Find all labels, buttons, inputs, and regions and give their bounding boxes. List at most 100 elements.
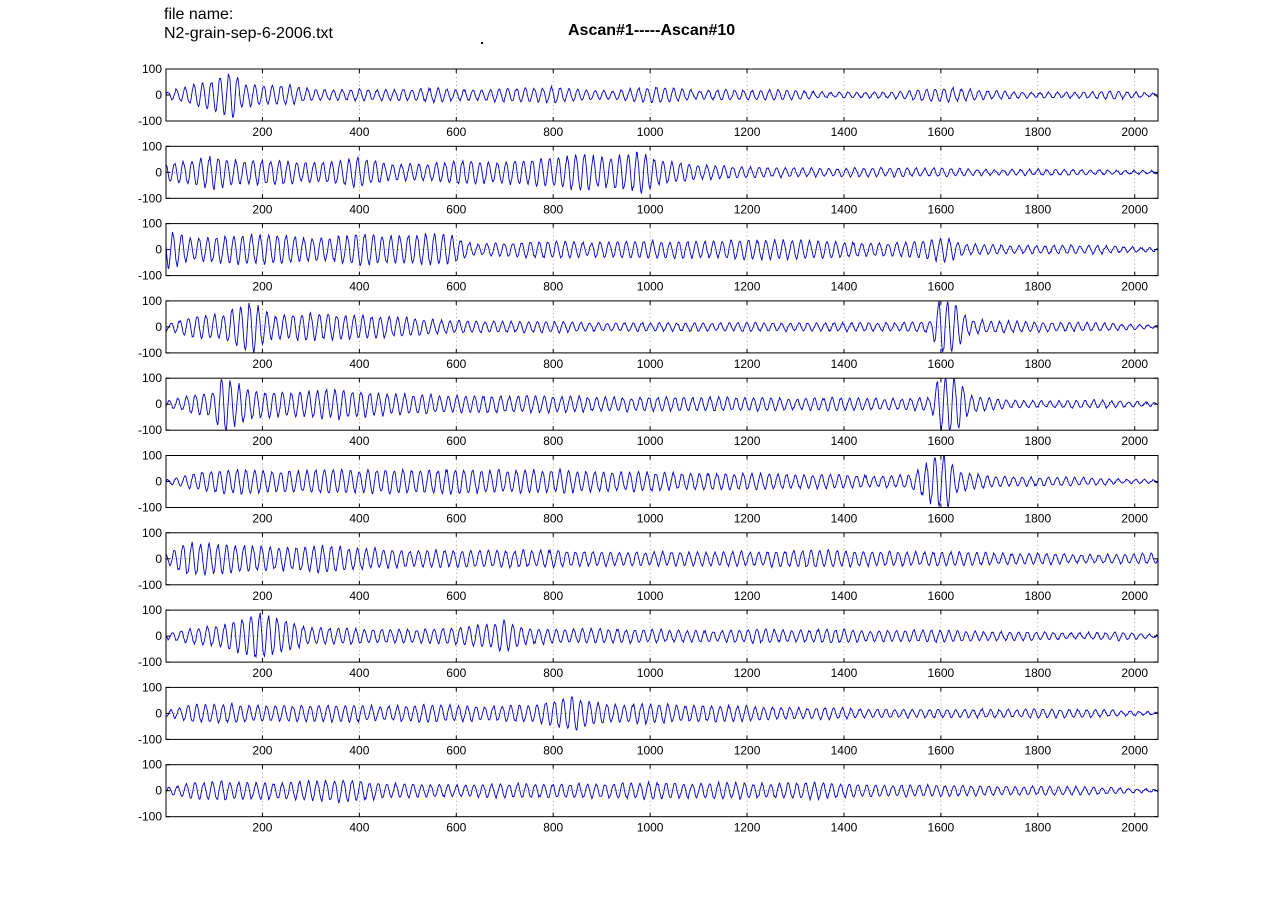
y-tick-label: -100 [138, 423, 162, 437]
x-tick-label: 2000 [1121, 512, 1148, 526]
x-tick-label: 1600 [928, 821, 955, 835]
ascan-signal-line [166, 300, 1158, 353]
x-tick-label: 1600 [928, 589, 955, 603]
file-name-label: file name: N2-grain-sep-6-2006.txt [164, 5, 333, 43]
ascan-panel-1: 200 400 600 800 1000 1200 1400 1600 1800 2000-100… [138, 62, 1159, 139]
x-tick-label: 1000 [637, 202, 664, 216]
ascan-panel-8: 200 400 600 800 1000 1200 1400 1600 1800 2000-100… [138, 603, 1159, 680]
ascan-signal-line [166, 779, 1158, 805]
x-tick-label: 200 [252, 125, 272, 139]
y-tick-label: 100 [142, 371, 162, 385]
x-tick-label: 1400 [831, 125, 858, 139]
x-tick-label: 1400 [831, 821, 858, 835]
x-tick-label: 200 [252, 512, 272, 526]
x-tick-label: 2000 [1121, 202, 1148, 216]
ascan-panel-6: 200 400 600 800 1000 1200 1400 1600 1800 2000-100… [138, 449, 1159, 526]
y-tick-label: 0 [155, 320, 162, 334]
x-tick-label: 1400 [831, 743, 858, 757]
ascan-panel-9: 200 400 600 800 1000 1200 1400 1600 1800 2000-100… [138, 680, 1159, 757]
x-tick-label: 1200 [734, 666, 761, 680]
x-tick-label: 200 [252, 666, 272, 680]
y-tick-label: -100 [138, 655, 162, 669]
x-tick-label: 1600 [928, 512, 955, 526]
x-tick-label: 1600 [928, 434, 955, 448]
x-tick-label: 1800 [1024, 743, 1051, 757]
x-tick-label: 800 [543, 357, 563, 371]
x-tick-label: 1600 [928, 666, 955, 680]
x-tick-label: 800 [543, 202, 563, 216]
ascan-panel-5: 200 400 600 800 1000 1200 1400 1600 1800 2000-100… [138, 371, 1159, 448]
y-tick-label: 100 [142, 139, 162, 153]
y-tick-label: 100 [142, 449, 162, 463]
x-tick-label: 1400 [831, 202, 858, 216]
x-tick-label: 600 [446, 512, 466, 526]
x-tick-label: 2000 [1121, 743, 1148, 757]
x-tick-label: 800 [543, 512, 563, 526]
x-tick-label: 1000 [637, 125, 664, 139]
file-name-value: N2-grain-sep-6-2006.txt [164, 25, 333, 42]
x-tick-label: 1800 [1024, 202, 1051, 216]
x-tick-label: 200 [252, 202, 272, 216]
x-tick-label: 1800 [1024, 821, 1051, 835]
figure-title: Ascan#1-----Ascan#10 [568, 22, 736, 39]
ascan-signal-line [166, 455, 1158, 508]
file-name-caption: file name: [164, 6, 234, 23]
x-tick-label: 1800 [1024, 666, 1051, 680]
y-tick-label: 0 [155, 165, 162, 179]
x-tick-label: 1400 [831, 280, 858, 294]
x-tick-label: 2000 [1121, 280, 1148, 294]
ascan-signal-line [166, 231, 1158, 270]
x-tick-label: 1000 [637, 743, 664, 757]
x-tick-label: 1800 [1024, 512, 1051, 526]
x-tick-label: 2000 [1121, 589, 1148, 603]
x-tick-label: 2000 [1121, 357, 1148, 371]
x-tick-label: 600 [446, 280, 466, 294]
x-tick-label: 600 [446, 357, 466, 371]
x-tick-label: 600 [446, 666, 466, 680]
x-tick-label: 200 [252, 434, 272, 448]
y-tick-label: 0 [155, 552, 162, 566]
x-tick-label: 400 [349, 434, 369, 448]
x-tick-label: 400 [349, 357, 369, 371]
y-tick-label: 0 [155, 243, 162, 257]
x-tick-label: 1200 [734, 280, 761, 294]
x-tick-label: 1000 [637, 512, 664, 526]
x-tick-label: 600 [446, 743, 466, 757]
x-tick-label: 1600 [928, 280, 955, 294]
x-tick-label: 800 [543, 589, 563, 603]
x-tick-label: 1000 [637, 357, 664, 371]
ascan-signal-line [166, 73, 1158, 119]
x-tick-label: 2000 [1121, 125, 1148, 139]
x-tick-label: 400 [349, 589, 369, 603]
x-tick-label: 800 [543, 666, 563, 680]
y-tick-label: -100 [138, 501, 162, 515]
x-tick-label: 400 [349, 821, 369, 835]
y-tick-label: 100 [142, 526, 162, 540]
y-tick-label: 100 [142, 603, 162, 617]
y-tick-label: 100 [142, 294, 162, 308]
x-tick-label: 800 [543, 434, 563, 448]
x-tick-label: 1800 [1024, 280, 1051, 294]
x-tick-label: 600 [446, 202, 466, 216]
x-tick-label: 200 [252, 821, 272, 835]
x-tick-label: 1800 [1024, 589, 1051, 603]
y-tick-label: 0 [155, 629, 162, 643]
x-tick-label: 2000 [1121, 434, 1148, 448]
ascan-signal-line [166, 151, 1158, 194]
x-tick-label: 200 [252, 280, 272, 294]
x-tick-label: 1000 [637, 666, 664, 680]
x-tick-label: 600 [446, 821, 466, 835]
x-tick-label: 400 [349, 202, 369, 216]
x-tick-label: 400 [349, 125, 369, 139]
x-tick-label: 1000 [637, 280, 664, 294]
y-tick-label: -100 [138, 191, 162, 205]
y-tick-label: 0 [155, 88, 162, 102]
x-tick-label: 1400 [831, 357, 858, 371]
x-tick-label: 1400 [831, 666, 858, 680]
x-tick-label: 1400 [831, 512, 858, 526]
y-tick-label: -100 [138, 578, 162, 592]
y-tick-label: 0 [155, 475, 162, 489]
y-tick-label: 100 [142, 680, 162, 694]
ascan-signal-line [166, 378, 1158, 431]
x-tick-label: 1200 [734, 357, 761, 371]
